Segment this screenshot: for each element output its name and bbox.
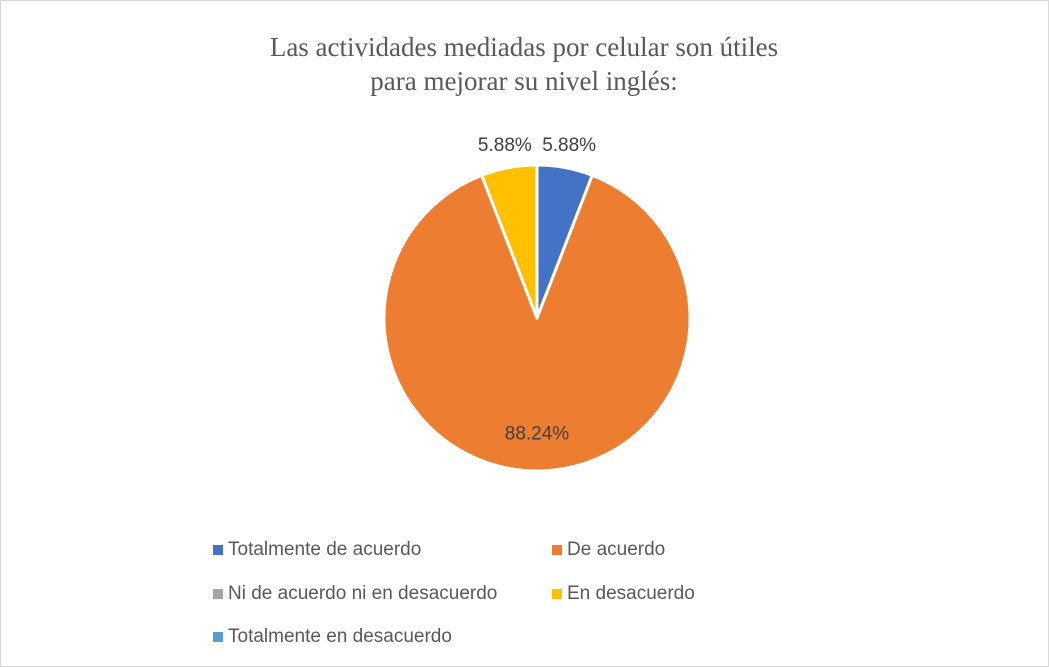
legend-swatch — [213, 589, 223, 599]
legend-swatch — [213, 632, 223, 642]
legend-label: En desacuerdo — [567, 583, 695, 604]
legend-label: Totalmente en desacuerdo — [228, 626, 452, 647]
legend-swatch — [552, 545, 562, 555]
legend-label: Ni de acuerdo ni en desacuerdo — [228, 583, 497, 604]
legend-swatch — [552, 589, 562, 599]
data-label: 5.88% — [478, 135, 532, 156]
pie-slice — [382, 173, 692, 473]
legend-swatch — [213, 545, 223, 555]
legend-label: De acuerdo — [567, 539, 665, 560]
chart-title: Las actividades mediadas por celular son… — [269, 32, 779, 96]
data-label: 5.88% — [542, 135, 596, 156]
data-label: 88.24% — [505, 423, 570, 444]
legend-label: Totalmente de acuerdo — [228, 539, 421, 560]
